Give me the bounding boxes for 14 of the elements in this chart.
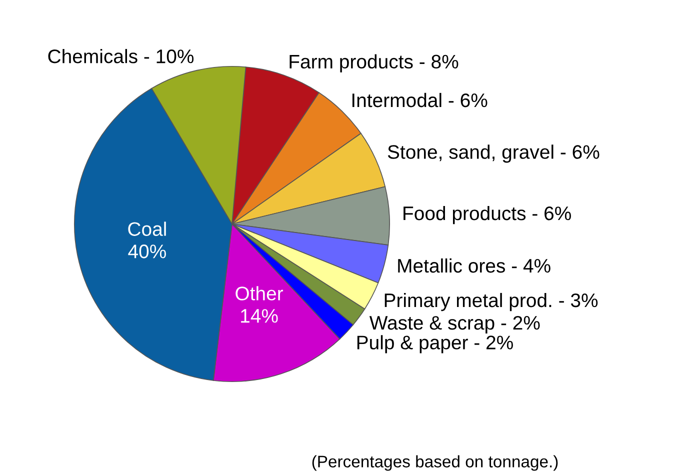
slice-label: Metallic ores - 4%	[398, 258, 550, 273]
slice-label: Waste & scrap - 2%	[369, 316, 540, 334]
slice-label: Stone, sand, gravel - 6%	[388, 144, 600, 163]
slice-label: Intermodal - 6%	[352, 92, 488, 108]
slice-label: Other	[236, 286, 284, 300]
slice-label: Primary metal prod. - 3%	[384, 292, 598, 312]
slice-label: Farm products - 8%	[290, 54, 458, 72]
data-label: 40%	[128, 244, 166, 258]
slice-label: Chemicals - 10%	[48, 48, 194, 64]
slice-label: Pulp & paper - 2%	[357, 335, 513, 354]
slice-label: Coal	[128, 222, 166, 236]
slice-label: Food products - 6%	[404, 206, 571, 224]
data-label: 14%	[241, 309, 278, 323]
text: (Percentages based on tonnage.)	[312, 455, 558, 471]
